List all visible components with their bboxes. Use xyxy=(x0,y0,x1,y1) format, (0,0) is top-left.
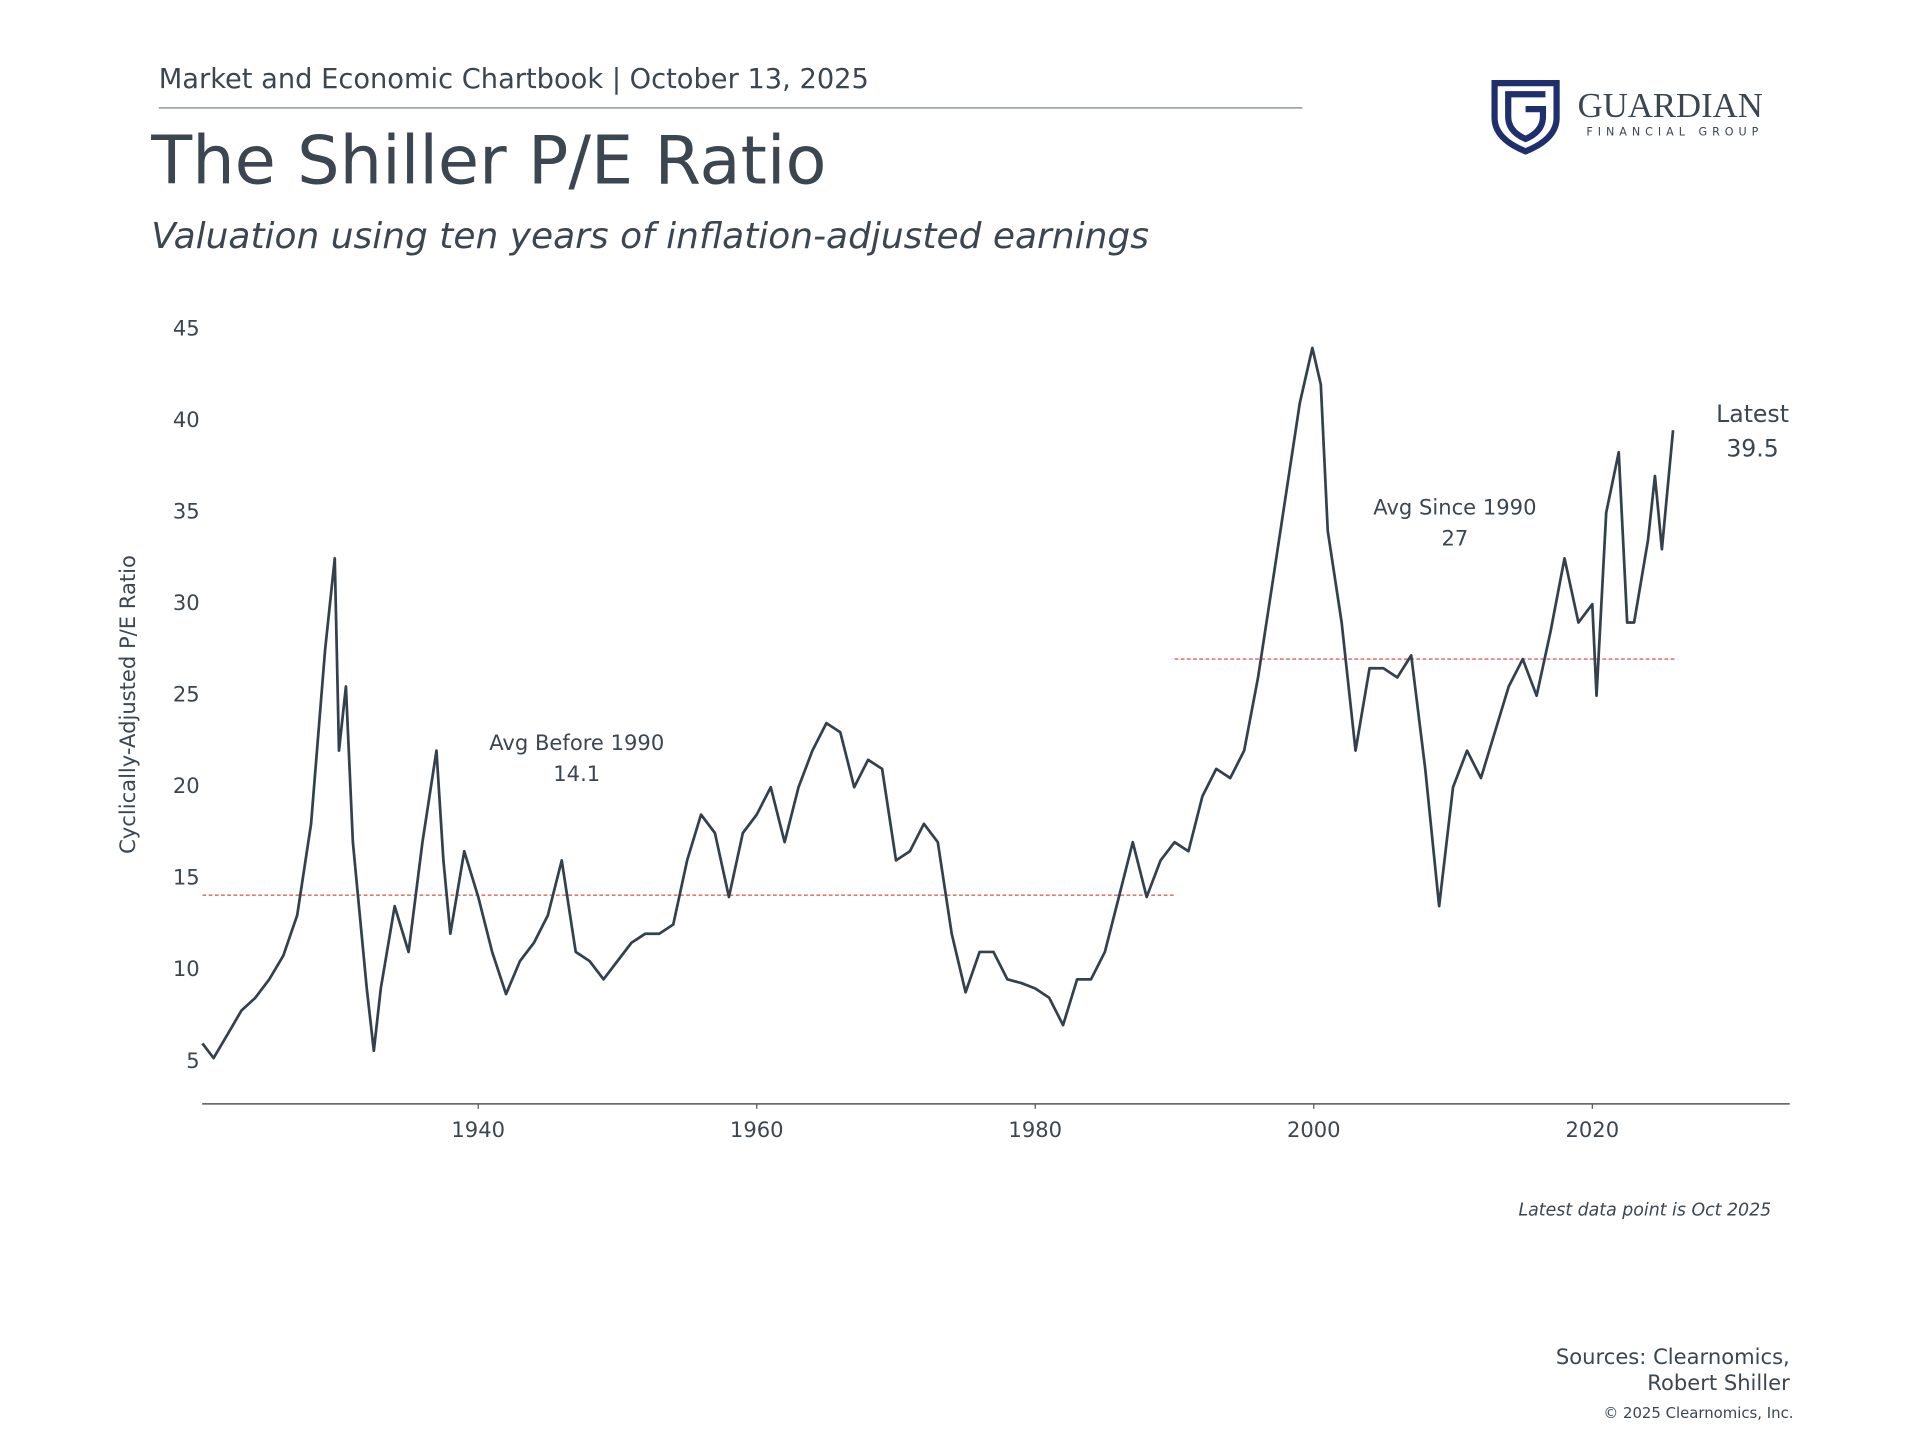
y-tick-label: 10 xyxy=(173,956,200,981)
logo: GUARDIAN FINANCIAL GROUP xyxy=(1491,80,1763,155)
y-tick-label: 25 xyxy=(173,682,200,707)
latest-value: 39.5 xyxy=(1726,435,1778,463)
logo-name: GUARDIAN xyxy=(1578,86,1763,125)
average-label: Avg Before 1990 xyxy=(489,730,664,755)
note: Latest data point is Oct 2025 xyxy=(1518,1201,1771,1221)
average-label: Avg Since 1990 xyxy=(1373,495,1536,520)
x-tick-label: 2020 xyxy=(1565,1117,1619,1142)
source: Sources: Clearnomics, xyxy=(1556,1344,1790,1369)
latest-label: Latest xyxy=(1716,400,1789,428)
x-tick-label: 1960 xyxy=(730,1117,784,1142)
average-value: 27 xyxy=(1441,526,1468,551)
header: Market and Economic Chartbook | October … xyxy=(159,64,869,95)
y-tick-label: 15 xyxy=(173,865,200,890)
x-tick-label: 1940 xyxy=(451,1117,505,1142)
y-tick-label: 45 xyxy=(173,316,200,341)
y-tick-label: 5 xyxy=(186,1048,199,1073)
y-tick-label: 30 xyxy=(173,590,200,615)
source: Robert Shiller xyxy=(1647,1370,1790,1395)
x-tick-label: 2000 xyxy=(1287,1117,1341,1142)
data-line xyxy=(201,346,1675,1060)
average-value: 14.1 xyxy=(553,761,600,786)
copyright: © 2025 Clearnomics, Inc. xyxy=(1603,1404,1793,1422)
x-tick-label: 1980 xyxy=(1008,1117,1062,1142)
y-tick-label: 35 xyxy=(173,499,200,524)
logo-sub: FINANCIAL GROUP xyxy=(1586,126,1763,139)
y-tick-label: 40 xyxy=(173,407,200,432)
chart-subtitle: Valuation using ten years of inflation-a… xyxy=(151,216,1149,257)
chart-title: The Shiller P/E Ratio xyxy=(150,122,826,200)
y-axis-label: Cyclically-Adjusted P/E Ratio xyxy=(115,555,140,854)
y-tick-label: 20 xyxy=(173,773,200,798)
